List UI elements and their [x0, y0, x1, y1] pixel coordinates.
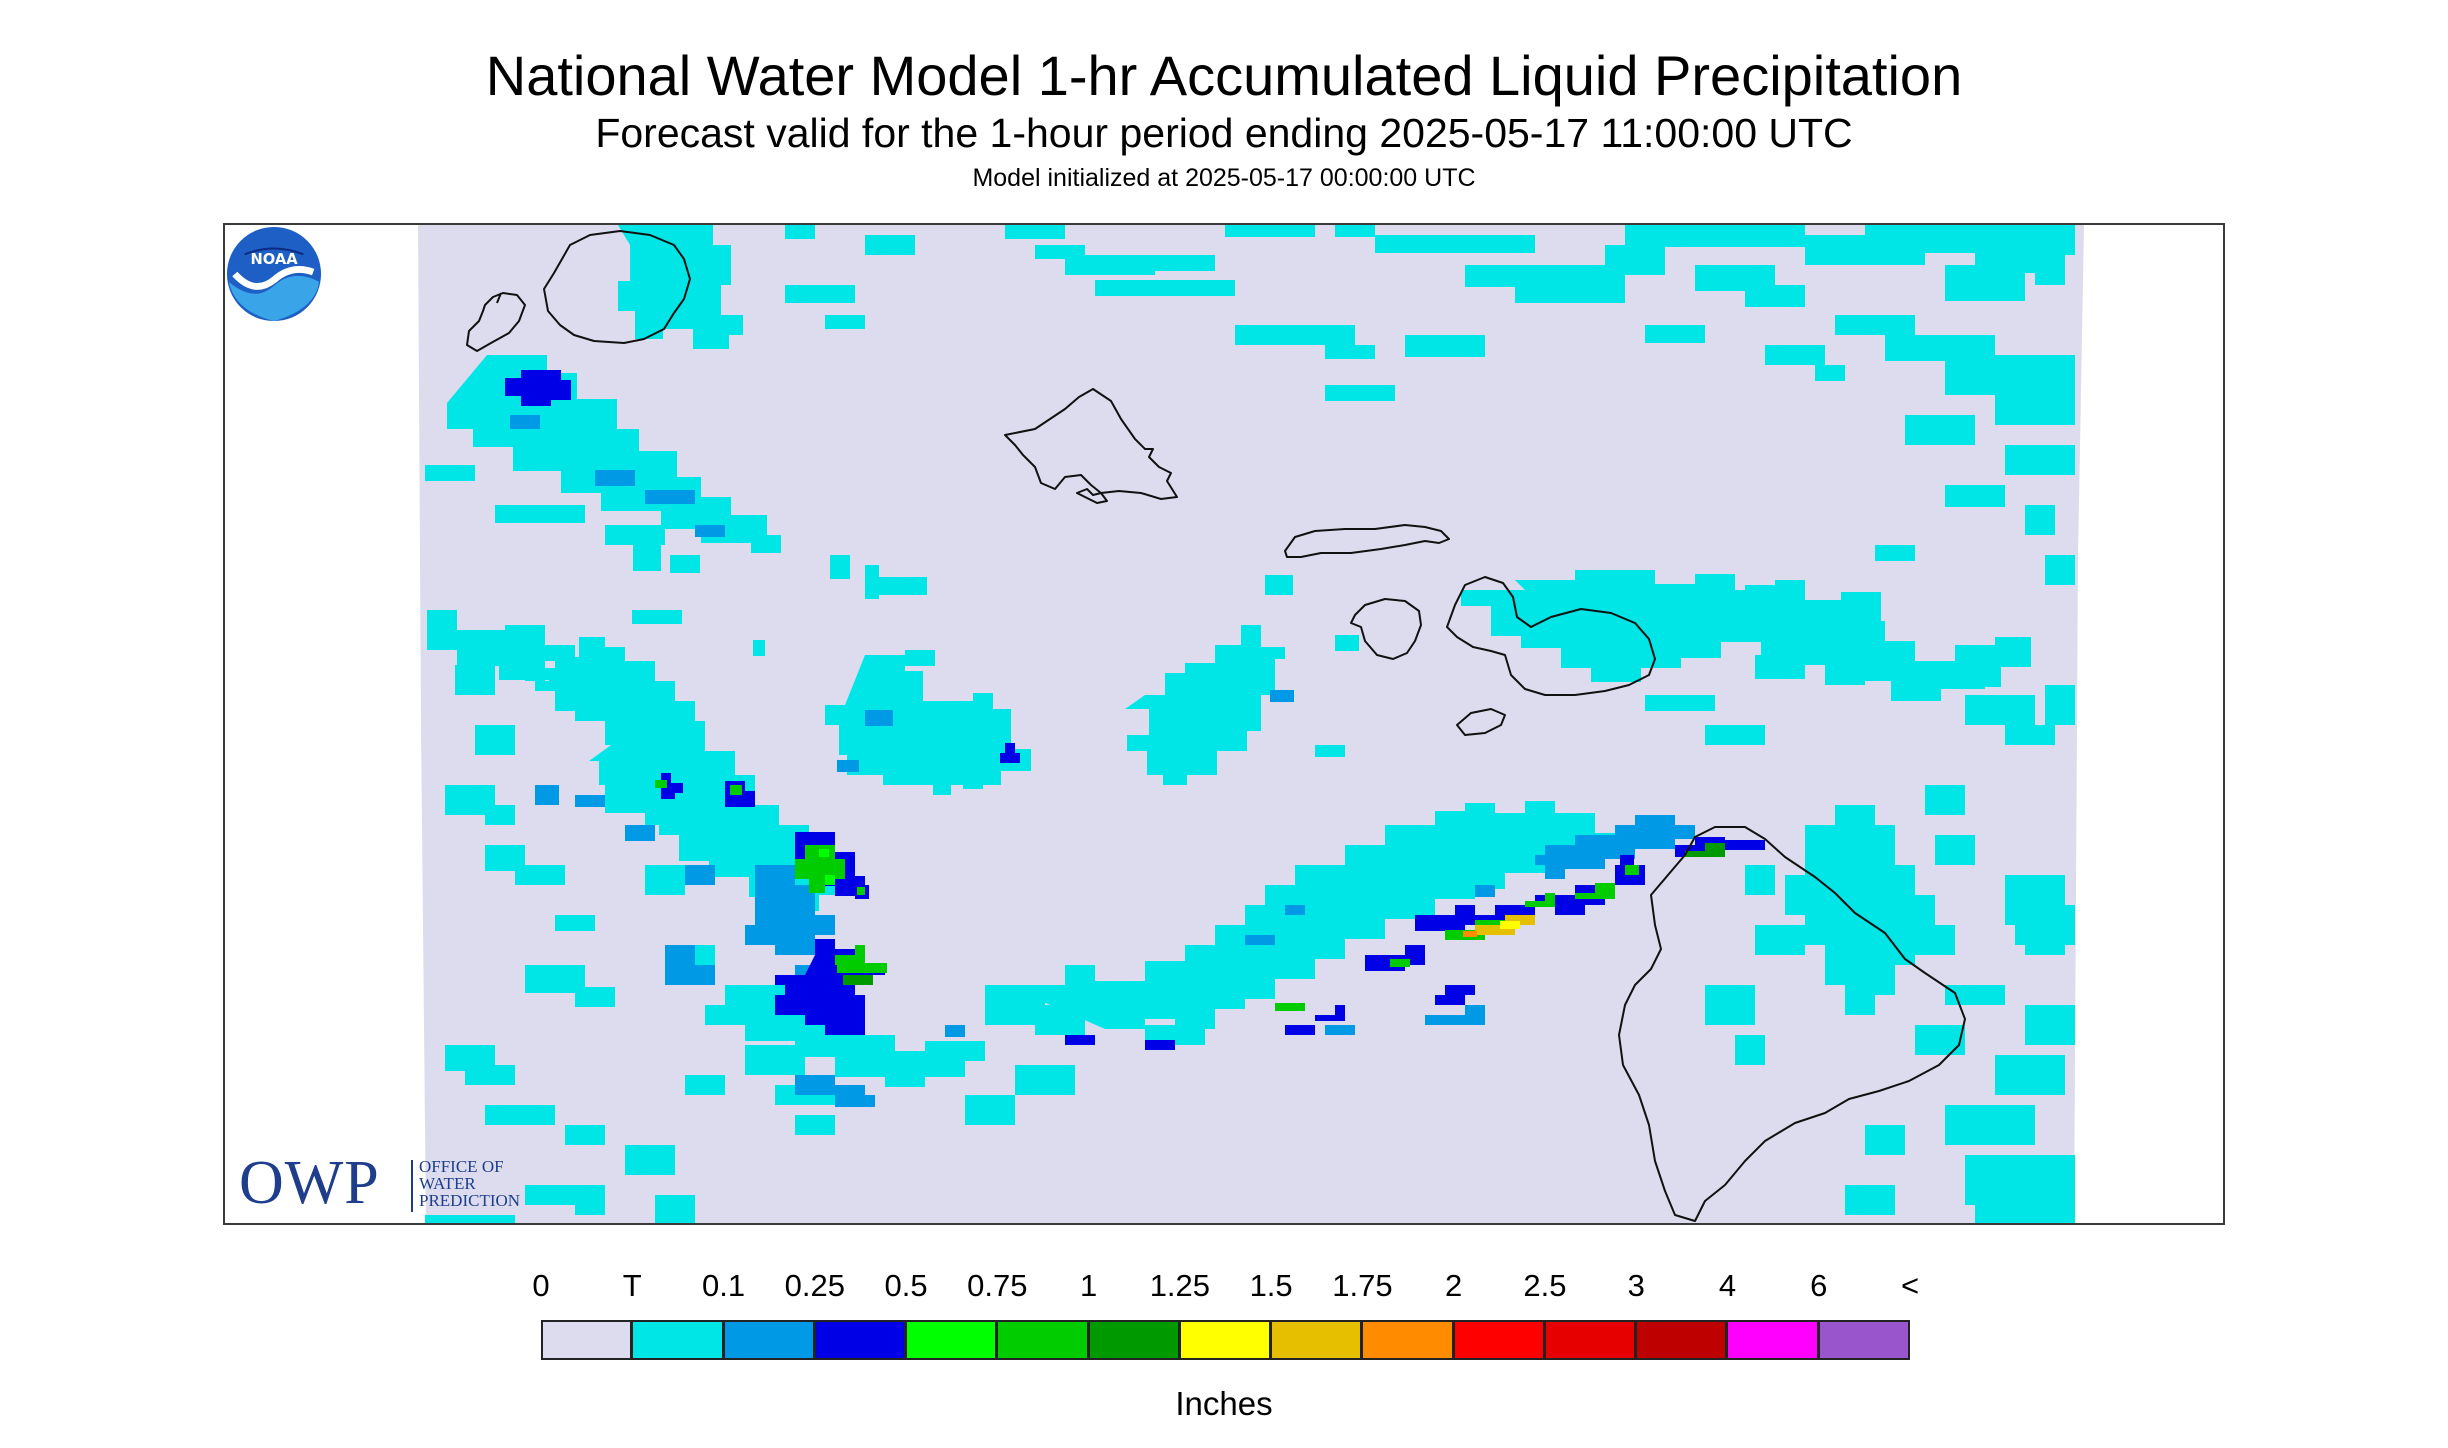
legend-swatch: [1817, 1320, 1910, 1360]
map-title: National Water Model 1-hr Accumulated Li…: [485, 44, 1963, 107]
hawaii-coast: [1618, 826, 1966, 1222]
owp-text: OFFICE OF WATER PREDICTION: [419, 1158, 520, 1209]
legend-units: Inches: [1175, 1385, 1273, 1422]
legend-swatch: [1087, 1320, 1180, 1360]
legend-tick-label: 3: [1627, 1268, 1645, 1303]
legend-tick-label: 1.5: [1249, 1268, 1293, 1303]
legend-swatch: [1178, 1320, 1272, 1360]
legend-swatch: [722, 1320, 815, 1360]
kauai-coast: [543, 230, 691, 344]
precip-trace-areas: [425, 225, 2075, 1223]
legend-swatch: [996, 1320, 1089, 1360]
legend-swatch: [541, 1320, 633, 1360]
noaa-logo: NOAA: [226, 226, 322, 322]
legend-tick-label: 0.1: [701, 1268, 746, 1303]
legend-swatch: [1270, 1320, 1363, 1360]
legend-tick-label: 6: [1810, 1268, 1828, 1303]
legend-tick-label: 1.25: [1149, 1268, 1211, 1303]
legend-tick-label: 2.5: [1523, 1268, 1567, 1303]
owp-text-line1: OFFICE OF: [419, 1157, 504, 1176]
legend-swatch: [1452, 1320, 1545, 1360]
legend-swatch: [905, 1320, 998, 1360]
niihau-coast: [466, 292, 526, 352]
molokai-coast: [1284, 524, 1450, 558]
owp-text-line3: PREDICTION: [419, 1191, 521, 1210]
legend-swatch: [1635, 1320, 1728, 1360]
lanai-coast: [1350, 598, 1422, 660]
legend-swatch: [631, 1320, 724, 1360]
legend-tick-label: 2: [1445, 1268, 1463, 1303]
owp-divider: [411, 1160, 413, 1212]
legend-tick-label: 1.75: [1332, 1268, 1393, 1303]
legend-swatch: [1726, 1320, 1819, 1360]
legend-tick-label: <: [1900, 1268, 1920, 1303]
owp-letters: OWP: [239, 1149, 380, 1217]
legend-tick-label: T: [622, 1268, 642, 1303]
legend-colorbar: [541, 1320, 1910, 1362]
legend-tick-label: 0.25: [784, 1268, 845, 1303]
forecast-valid-subtitle: Forecast valid for the 1-hour period end…: [595, 110, 1853, 156]
oahu-coast: [1004, 388, 1178, 504]
model-init-text: Model initialized at 2025-05-17 00:00:00…: [972, 164, 1476, 192]
legend-tick-label: 4: [1718, 1268, 1737, 1303]
legend-swatch: [1361, 1320, 1454, 1360]
legend-swatch: [1543, 1320, 1637, 1360]
coastlines: [466, 230, 1966, 1222]
legend-tick-label: 0.5: [884, 1268, 928, 1303]
map-canvas: [225, 225, 2223, 1223]
legend-tick-label: 0: [532, 1268, 550, 1303]
owp-logo: OWP OFFICE OF WATER PREDICTION: [239, 1150, 559, 1220]
precip-heavy-areas: [655, 780, 1725, 1011]
precipitation-map: OWP OFFICE OF WATER PREDICTION NOAA: [223, 223, 2225, 1225]
legend-tick-label: 1: [1079, 1268, 1098, 1303]
maui-coast: [1446, 576, 1656, 696]
legend-tick-label: 0.75: [967, 1268, 1028, 1303]
legend-swatch: [813, 1320, 907, 1360]
noaa-letters: NOAA: [250, 251, 298, 268]
owp-text-line2: WATER: [419, 1174, 476, 1193]
kahoolawe-coast: [1456, 708, 1506, 736]
